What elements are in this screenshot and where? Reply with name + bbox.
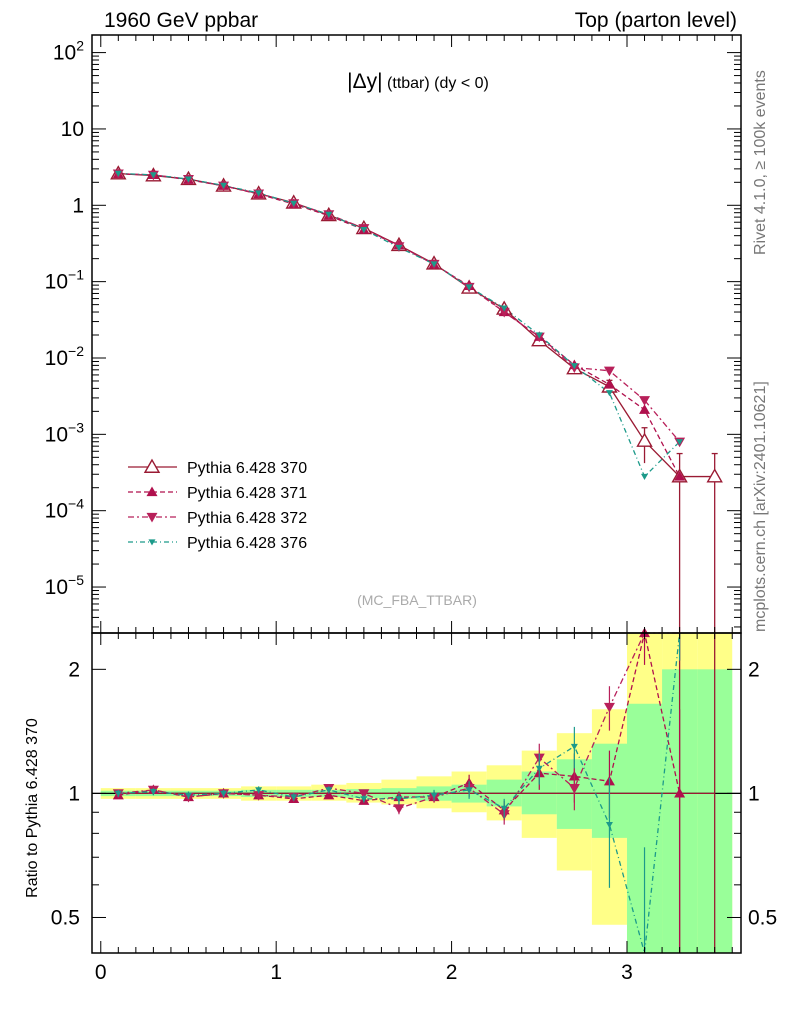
ratio-point-1-16 (674, 787, 686, 798)
legend-marker-0 (143, 458, 161, 473)
plot-label: |Δy| (ttbar) (dy < 0) (347, 70, 489, 93)
ratio-y-axis-label: Ratio to Pythia 6.428 370 (24, 718, 41, 898)
ratio-point-2-8 (393, 804, 405, 814)
main-point-3-11 (500, 305, 508, 312)
header-left: 1960 GeV ppbar (104, 9, 258, 32)
main-point-3-10 (465, 284, 473, 291)
legend-label-3: Pythia 6.428 376 (187, 535, 307, 552)
ratio-point-3-4 (255, 787, 263, 794)
y-tick-label-0.1: 10−1 (45, 267, 85, 294)
main-line-1 (118, 173, 681, 477)
y-tick-label-1: 1 (72, 194, 84, 217)
legend: Pythia 6.428 370 Pythia 6.428 371 Pythia 6… (128, 458, 307, 552)
main-point-3-5 (290, 200, 298, 207)
ratio-point-1-6 (323, 789, 335, 800)
ratio-point-3-1 (149, 788, 157, 796)
ratio-point-3-5 (290, 794, 298, 801)
ratio-y-tick-label-2: 2 (68, 658, 80, 681)
ratio-point-3-14 (605, 821, 613, 829)
axis-tick-labels: 0 1 2 3 102 10 1 10−1 10−2 10−3 10−4 10−5 2 2 1 1 0.5 0.5 (45, 38, 778, 984)
plot-label-rest: (ttbar) (dy < 0) (383, 75, 489, 92)
ratio-y-tick-label-right-2: 2 (748, 658, 760, 681)
main-point-0-17 (706, 468, 723, 483)
legend-label-0: Pythia 6.428 370 (187, 460, 307, 477)
ratio-point-3-11 (500, 805, 508, 812)
y-tick-label-0.0001: 10−4 (45, 496, 85, 523)
y-tick-label-100: 102 (53, 38, 84, 65)
main-point-3-7 (360, 227, 368, 234)
side-text-rivet: Rivet 4.1.0, ≥ 100k events (752, 70, 769, 255)
ratio-y-tick-label-0.5: 0.5 (51, 906, 80, 929)
watermark: (MC_FBA_TTBAR) (357, 592, 477, 608)
y-tick-label-0.01: 10−2 (45, 343, 85, 370)
main-point-3-16 (676, 439, 684, 446)
ratio-line-2 (118, 632, 680, 816)
ratio-point-3-13 (570, 743, 578, 750)
ratio-point-3-8 (395, 796, 403, 803)
main-point-3-0 (114, 170, 122, 177)
main-point-3-13 (570, 363, 578, 370)
main-point-1-15 (639, 404, 651, 414)
ratio-point-3-10 (465, 787, 473, 794)
main-point-3-4 (255, 190, 263, 197)
main-point-3-1 (149, 172, 157, 179)
ratio-point-3-0 (114, 790, 122, 797)
main-line-2 (118, 172, 681, 443)
ratio-point-2-14 (603, 702, 615, 713)
main-line-3 (118, 172, 681, 478)
main-point-1-16 (674, 471, 686, 481)
ratio-y-tick-label-right-1: 1 (748, 782, 760, 805)
ratio-y-tick-label-1: 1 (68, 782, 80, 805)
main-point-2-15 (639, 396, 651, 406)
side-text-mcplots: mcplots.cern.ch [arXiv:2401.10621] (752, 381, 769, 632)
legend-marker-2 (146, 512, 158, 523)
ratio-point-2-13 (568, 783, 580, 794)
ratio-point-2-4 (253, 791, 265, 801)
main-point-3-12 (535, 332, 543, 339)
main-point-3-2 (184, 176, 192, 183)
legend-marker-1 (146, 486, 158, 497)
main-point-3-15 (641, 473, 649, 481)
main-point-0-15 (636, 432, 653, 447)
legend-label-1: Pythia 6.428 371 (187, 485, 307, 502)
ratio-point-3-3 (220, 790, 228, 797)
ratio-point-3-9 (430, 792, 438, 799)
main-point-3-14 (605, 390, 613, 397)
main-point-2-11 (498, 307, 510, 318)
x-tick-label-1: 1 (270, 961, 282, 984)
ratio-point-3-7 (360, 796, 368, 803)
x-tick-label-2: 2 (446, 961, 458, 984)
ratio-point-2-7 (358, 789, 370, 799)
legend-marker-3 (148, 539, 156, 546)
axis-ticks (92, 35, 741, 953)
ratio-y-tick-label-right-0.5: 0.5 (748, 906, 777, 929)
y-tick-label-0.00001: 10−5 (45, 572, 85, 599)
header-right: Top (parton level) (575, 9, 737, 32)
ratio-point-3-12 (535, 765, 543, 772)
main-point-3-9 (430, 261, 438, 268)
legend-label-2: Pythia 6.428 372 (187, 510, 307, 527)
y-tick-label-10: 10 (61, 118, 84, 141)
ratio-point-3-2 (184, 792, 192, 799)
main-point-3-8 (395, 244, 403, 251)
main-point-1-14 (603, 378, 615, 389)
main-point-2-14 (603, 366, 615, 377)
ratio-line-3 (118, 632, 681, 954)
main-point-3-3 (220, 182, 228, 189)
main-point-3-6 (325, 211, 333, 218)
ratio-point-3-6 (325, 787, 333, 794)
plot-label-symbol: |Δy| (347, 70, 382, 93)
x-tick-label-0: 0 (95, 961, 107, 984)
series-marks (110, 165, 723, 953)
y-tick-label-0.001: 10−3 (45, 419, 85, 446)
x-tick-label-3: 3 (621, 961, 633, 984)
